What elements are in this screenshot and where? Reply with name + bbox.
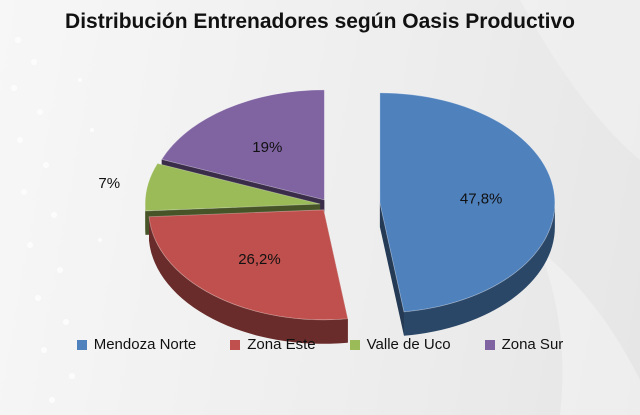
legend-swatch — [230, 339, 241, 350]
data-label: 7% — [98, 175, 120, 192]
pie-slice-valle-de-uco — [144, 163, 321, 212]
data-label: 26,2% — [238, 251, 281, 268]
chart-title: Distribución Entrenadores según Oasis Pr… — [65, 10, 575, 33]
pie-slice-zona-sur — [161, 89, 325, 201]
legend-item: Zona Este — [230, 336, 316, 353]
legend-label: Valle de Uco — [366, 336, 451, 353]
pie-slice-wall — [379, 202, 404, 336]
legend-item: Valle de Uco — [349, 336, 451, 353]
data-label: 19% — [252, 139, 282, 156]
pie-slice-tops — [144, 89, 556, 321]
pie-slice-mendoza-norte — [379, 92, 556, 313]
legend-label: Zona Sur — [501, 336, 564, 353]
data-label: 47,8% — [460, 190, 503, 207]
legend-label: Mendoza Norte — [93, 336, 197, 353]
pie-slice-zona-este — [148, 209, 349, 321]
legend-item: Mendoza Norte — [76, 336, 197, 353]
pie-slice-edge — [403, 202, 555, 336]
pie-slice-edge — [149, 216, 348, 344]
legend-swatch — [349, 339, 360, 350]
legend-label: Zona Este — [247, 336, 316, 353]
legend-swatch — [76, 339, 87, 350]
pie-data-labels: 47,8% 26,2% 7% 19% — [98, 139, 502, 268]
legend-swatch — [484, 339, 495, 350]
chart-legend: Mendoza Norte Zona Este Valle de Uco Zona S… — [0, 336, 640, 353]
legend-item: Zona Sur — [484, 336, 564, 353]
